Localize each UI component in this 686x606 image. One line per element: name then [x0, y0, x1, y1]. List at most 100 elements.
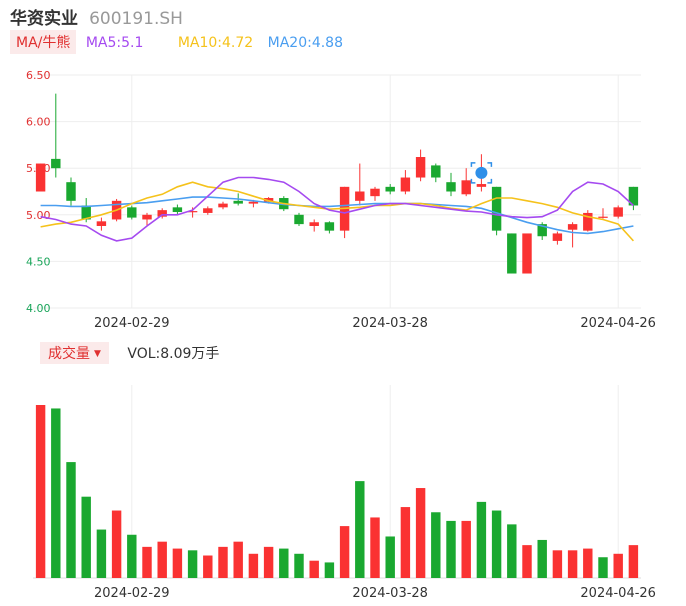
volume-bar [157, 541, 167, 578]
candle [567, 222, 578, 248]
candle-body [233, 200, 243, 204]
candle [552, 231, 563, 245]
candle-body [81, 205, 91, 220]
candle-body [355, 191, 365, 201]
candle [507, 233, 517, 274]
volume-bar [613, 553, 623, 578]
volume-tag-label: 成交量 [48, 346, 90, 362]
volume-bar [111, 510, 122, 578]
candle [51, 93, 61, 178]
ma-indicator-selector[interactable]: MA/牛熊 [10, 30, 77, 54]
volume-bar [491, 510, 502, 578]
volume-bar [598, 557, 608, 578]
ma20-line [40, 196, 634, 235]
candle [583, 210, 593, 232]
volume-bar [415, 488, 426, 578]
candle [598, 208, 608, 219]
candle-body [583, 212, 593, 231]
volume-bar [127, 534, 137, 578]
volume-bar [431, 512, 441, 578]
candle [35, 163, 46, 192]
candle-body [218, 203, 228, 208]
volume-bar [66, 462, 76, 578]
candle-body [157, 210, 167, 217]
volume-bar [476, 501, 487, 578]
volume-bar [339, 526, 350, 578]
price-axis-labels: 6.506.005.505.004.504.00 [26, 69, 51, 315]
volume-bar [203, 555, 213, 578]
candle-body [613, 207, 623, 217]
candle [66, 177, 76, 206]
volume-indicator-selector[interactable]: 成交量 ▼ [40, 342, 109, 364]
volume-bar [446, 520, 456, 578]
candle-body [552, 233, 563, 241]
volume-bar [51, 408, 61, 578]
volume-bar [522, 545, 532, 578]
price-tick-label: 4.50 [26, 255, 51, 268]
candle [461, 168, 471, 197]
candle [309, 219, 319, 232]
candle [355, 163, 365, 206]
volume-bar [96, 529, 107, 578]
volume-bar [537, 539, 547, 578]
volume-value: VOL:8.09万手 [127, 346, 220, 362]
caret-down-icon: ▼ [94, 349, 101, 359]
volume-bar [324, 562, 335, 578]
date-axis-labels: 2024-02-29 2024-02-29 2024-03-28 2024-03-28… [94, 316, 656, 601]
candle-body [263, 198, 274, 202]
volume-bar [248, 553, 259, 578]
volume-date-tick-label: 2024-03-28 [352, 586, 428, 601]
moving-average-lines [40, 176, 634, 242]
candle-body [461, 180, 471, 195]
volume-date-tick-label: 2024-04-26 [580, 586, 656, 601]
date-tick-label: 2024-03-28 [352, 316, 428, 331]
candle-body [127, 207, 137, 218]
candle-body [35, 163, 46, 192]
candle [400, 170, 411, 195]
candle [142, 212, 152, 226]
ma5-line [40, 176, 634, 242]
title-row: 华资实业 600191.SH [10, 4, 183, 29]
candle-body [507, 233, 517, 274]
candle [628, 186, 639, 211]
volume-bars [35, 405, 639, 578]
volume-legend: 成交量 ▼ VOL:8.09万手 [40, 342, 220, 364]
date-tick-label: 2024-02-29 [94, 316, 170, 331]
price-tick-label: 4.00 [26, 302, 51, 315]
ma10-line [40, 181, 634, 242]
event-marker[interactable] [470, 162, 493, 184]
candle [96, 217, 107, 231]
ma5-legend: MA5:5.1 [85, 35, 144, 51]
candle-body [66, 182, 76, 201]
candle [431, 163, 441, 183]
volume-bar [142, 546, 152, 578]
candle [187, 207, 198, 218]
volume-bar [187, 550, 198, 578]
volume-bar [309, 560, 319, 578]
volume-bar [507, 524, 517, 578]
candle [294, 212, 304, 226]
volume-bar [370, 517, 380, 578]
candle-body [142, 214, 152, 220]
event-marker-icon[interactable] [470, 162, 493, 184]
volume-bar [400, 507, 411, 578]
volume-bar [567, 550, 578, 578]
volume-bar [628, 545, 639, 578]
candle-body [476, 184, 487, 187]
volume-bar [279, 548, 289, 578]
price-tick-label: 6.50 [26, 69, 51, 82]
candle [218, 201, 228, 210]
event-marker-frame [470, 162, 493, 184]
candle [127, 205, 137, 220]
candle [172, 204, 183, 215]
candle-body [370, 188, 380, 197]
candlesticks [35, 93, 639, 274]
volume-bar [172, 548, 183, 578]
volume-bar [81, 496, 91, 578]
candle-body [491, 186, 502, 231]
candle-body [309, 222, 319, 226]
ma10-legend: MA10:4.72 [177, 35, 254, 51]
date-tick-label: 2024-04-26 [580, 316, 656, 331]
candle [385, 184, 395, 195]
